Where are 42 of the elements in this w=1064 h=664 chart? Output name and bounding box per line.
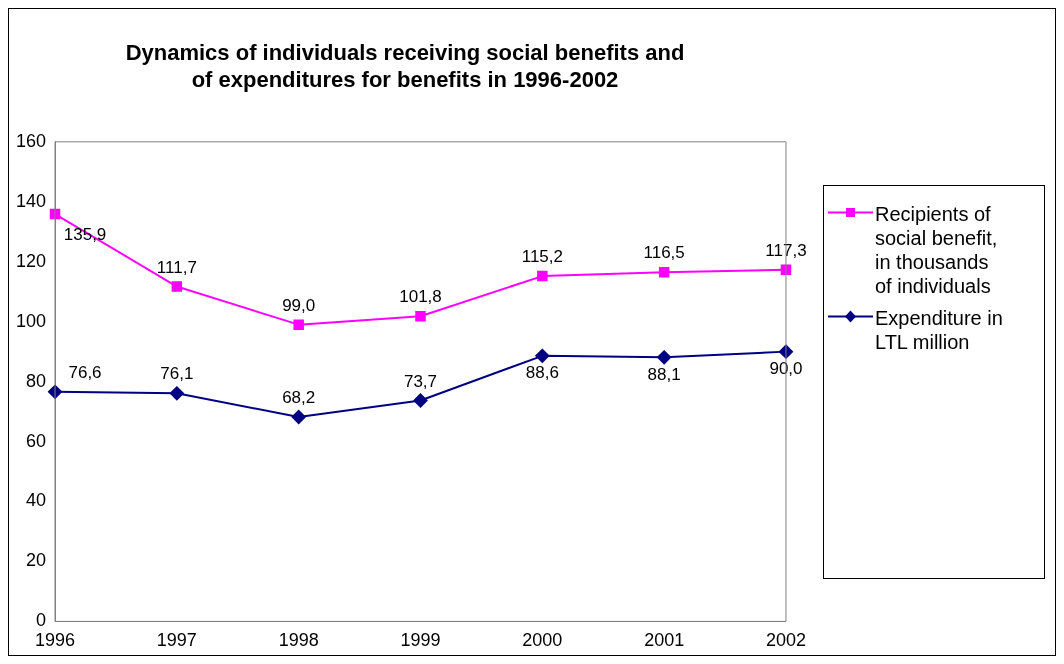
point	[171, 281, 183, 292]
x-tick-label: 1996	[35, 630, 76, 651]
y-tick-label: 0	[36, 610, 47, 631]
point	[537, 270, 548, 282]
y-tick-label: 100	[15, 310, 47, 331]
data-label: 73,7	[403, 371, 438, 391]
x-tick-label: 2000	[522, 630, 563, 651]
chart-title: Dynamics of individuals receiving social benefits and of expenditures for benefits in 1996-2002	[125, 40, 685, 92]
data-label: 90,0	[769, 358, 803, 378]
point	[535, 348, 550, 363]
data-label: 76,6	[68, 362, 102, 382]
y-tick-label: 40	[26, 490, 47, 511]
data-label: 88,6	[525, 363, 559, 383]
point	[291, 409, 306, 424]
legend-label: Expenditure in LTL million	[875, 306, 1004, 354]
y-tick-label: 20	[26, 550, 47, 571]
x-tick-label: 2002	[765, 630, 806, 651]
data-label: 99,0	[282, 295, 316, 315]
point	[658, 266, 670, 278]
y-tick-label: 60	[26, 430, 47, 451]
data-label: 115,2	[521, 247, 563, 267]
data-label: 76,1	[160, 364, 194, 384]
data-label: 116,5	[643, 243, 685, 263]
y-tick-label: 120	[15, 250, 47, 271]
legend-label: Recipients of social benefit, in thousands of individuals	[875, 202, 999, 298]
x-tick-label: 1997	[156, 630, 197, 651]
y-tick-label: 140	[15, 190, 47, 211]
point	[415, 311, 426, 322]
data-label: 88,1	[647, 364, 681, 384]
x-tick-label: 1999	[400, 630, 441, 651]
point	[169, 386, 184, 401]
point	[413, 393, 428, 408]
point	[657, 350, 672, 365]
x-tick-label: 2001	[644, 630, 685, 651]
point	[293, 319, 304, 330]
y-tick-label: 160	[15, 130, 47, 151]
x-tick-label: 1998	[278, 630, 319, 651]
data-label: 68,2	[282, 388, 316, 408]
data-label: 101,8	[399, 287, 442, 307]
data-label: 111,7	[156, 257, 197, 277]
data-label: 117,3	[765, 240, 807, 260]
y-tick-label: 80	[26, 370, 47, 391]
